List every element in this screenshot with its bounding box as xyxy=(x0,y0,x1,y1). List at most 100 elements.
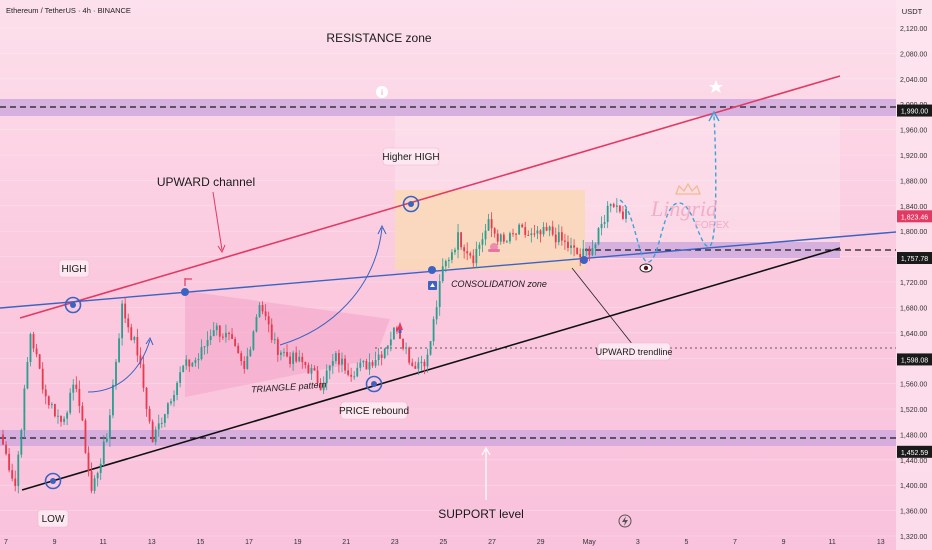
x-tick-label: 11 xyxy=(829,539,836,546)
lingrid-watermark: Lingrid FOREX xyxy=(650,182,730,231)
y-tick-label: 1,400.00 xyxy=(900,483,927,490)
price-axis[interactable]: 1,320.00 1,360.00 1,400.00 1,440.00 1,480.00… xyxy=(900,26,927,541)
candle xyxy=(597,226,600,246)
candle xyxy=(78,380,81,414)
crown-icon xyxy=(675,182,701,195)
candle xyxy=(408,346,411,365)
candle xyxy=(567,235,569,252)
candle xyxy=(405,342,408,355)
candle xyxy=(402,338,404,351)
x-tick-label: 13 xyxy=(148,539,156,546)
candle xyxy=(127,313,130,333)
price-rebound-marker xyxy=(365,375,383,393)
upward-trendline-label: UPWARD trendline xyxy=(596,347,673,357)
candle xyxy=(344,354,346,374)
low-tag: LOW xyxy=(37,509,69,528)
candle xyxy=(423,359,426,375)
candle xyxy=(20,428,23,458)
candle xyxy=(478,242,481,257)
candle xyxy=(283,348,285,357)
candle xyxy=(142,356,145,392)
consolidation-touch-dot-left xyxy=(428,266,436,274)
candle xyxy=(133,335,136,344)
candle xyxy=(359,358,362,372)
candle xyxy=(365,358,368,370)
candle xyxy=(136,328,139,363)
price-rebound-tag: PRICE rebound xyxy=(339,401,409,420)
candle xyxy=(606,201,609,229)
x-tick-label: 11 xyxy=(100,539,107,546)
time-axis[interactable]: 7 9 11 13 15 17 19 21 23 25 27 29 May 3 5 7 9 11 13 xyxy=(4,539,885,546)
candle xyxy=(524,221,527,238)
x-tick-label: 13 xyxy=(877,539,885,546)
candle xyxy=(570,237,572,255)
candle xyxy=(472,249,475,269)
candle xyxy=(243,356,246,374)
price-tag-bg xyxy=(897,353,932,366)
candle xyxy=(121,300,124,346)
candle xyxy=(289,352,291,368)
x-tick-label: 19 xyxy=(294,539,302,546)
price-tag-rebound: 1,598.08 xyxy=(897,353,932,366)
candle xyxy=(130,323,133,341)
target-star-icon xyxy=(709,80,723,93)
candle xyxy=(203,346,206,355)
candle xyxy=(57,409,59,424)
rally-arrow-mid xyxy=(279,227,383,346)
candle xyxy=(118,333,120,363)
y-tick-label: 1,800.00 xyxy=(900,229,927,236)
candle xyxy=(228,331,230,341)
candle xyxy=(185,355,188,370)
candle xyxy=(176,381,178,401)
candle xyxy=(84,418,87,454)
candle xyxy=(603,214,606,229)
candle xyxy=(32,331,35,353)
upward-trendline-tag: UPWARD trendline xyxy=(596,342,673,361)
currency-label: USDT xyxy=(902,7,923,16)
candle xyxy=(154,426,157,446)
watermark-sub: FOREX xyxy=(695,220,730,231)
x-tick-label: 7 xyxy=(4,539,8,546)
snail-icon xyxy=(488,243,500,252)
y-tick-label: 1,720.00 xyxy=(900,280,927,287)
candle xyxy=(105,433,108,443)
candle xyxy=(267,311,270,333)
candle xyxy=(35,343,38,358)
price-rebound-label: PRICE rebound xyxy=(339,406,409,417)
x-tick-label: 29 xyxy=(537,539,545,546)
low-marker xyxy=(44,472,62,490)
candle xyxy=(554,227,557,249)
candle xyxy=(579,248,582,267)
info-circle-icon: i xyxy=(376,86,388,98)
candle xyxy=(139,347,142,369)
rally-arrow-mid-head xyxy=(377,224,387,235)
candle xyxy=(54,403,56,418)
candle xyxy=(170,398,172,406)
low-label: LOW xyxy=(42,514,65,525)
grid xyxy=(0,27,896,537)
candle xyxy=(460,232,463,250)
consolidation-zone-label: CONSOLIDATION zone xyxy=(451,279,547,289)
y-tick-label: 1,560.00 xyxy=(900,382,927,389)
candle xyxy=(26,356,29,390)
candle xyxy=(2,429,4,446)
price-tag-bg xyxy=(897,445,932,458)
candle xyxy=(102,435,105,467)
candle xyxy=(66,410,69,426)
candle xyxy=(279,350,282,361)
candle xyxy=(60,415,62,427)
price-tag-label: 1,990.00 xyxy=(901,109,928,116)
candle xyxy=(325,364,328,391)
candle xyxy=(347,363,350,377)
y-tick-label: 1,920.00 xyxy=(900,153,927,160)
candle xyxy=(212,322,215,337)
candle xyxy=(69,388,72,415)
candle xyxy=(380,351,383,366)
candle xyxy=(396,325,398,335)
x-tick-label: 27 xyxy=(488,539,496,546)
svg-text:i: i xyxy=(381,88,383,97)
candle xyxy=(50,402,53,409)
price-tag-label: 1,452.59 xyxy=(901,450,928,457)
candle xyxy=(316,366,319,388)
candle xyxy=(438,274,441,316)
